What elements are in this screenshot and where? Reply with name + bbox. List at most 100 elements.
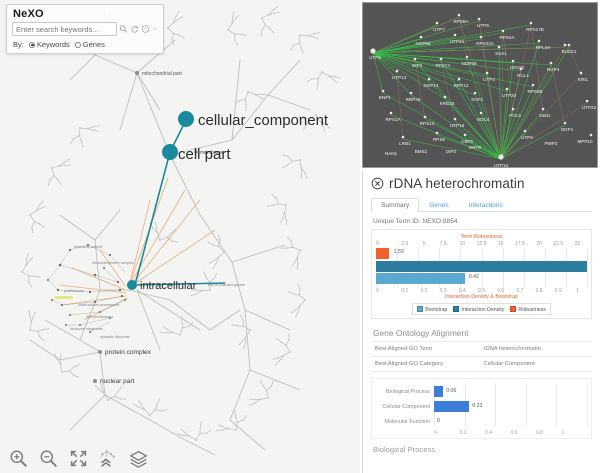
gene-label[interactable]: RPS6: [433, 137, 445, 142]
tree-node-intracellular[interactable]: [127, 280, 137, 290]
tree-node-mitochondrial-part[interactable]: [134, 70, 140, 76]
go-bar-track: 0: [434, 415, 587, 428]
gene-label[interactable]: DIM1: [540, 113, 551, 118]
zoom-in-icon[interactable]: [9, 449, 28, 468]
gene-label[interactable]: NOC4: [477, 117, 490, 122]
search-input[interactable]: [12, 22, 117, 36]
fit-to-screen-icon[interactable]: [69, 449, 88, 468]
gene-label[interactable]: NAN1: [385, 151, 398, 156]
chart-top-axis: 0 2.5 5 7.5 10 12.5 15 17.5 20 22.5 25: [376, 241, 587, 247]
gene-label[interactable]: RPS22A: [476, 41, 495, 46]
axis-tick: 0.7: [516, 288, 524, 294]
tab-bar[interactable]: Summary Genes Interactions: [371, 197, 592, 212]
gene-label[interactable]: DIP2: [446, 149, 457, 154]
gene-network-canvas[interactable]: UTP9 UTP7 RPS8A UTP6 NOP56 UTP21 RPS22A …: [363, 3, 598, 168]
gene-label[interactable]: NOP14: [423, 83, 439, 88]
gene-label[interactable]: UTP22: [582, 105, 597, 110]
go-bar-value: 0.23: [472, 403, 483, 409]
gene-label[interactable]: RPS9B: [527, 89, 542, 94]
gene-label[interactable]: IMP3: [412, 63, 423, 68]
search-panel[interactable]: NeXO ? By: Keywords: [6, 4, 164, 54]
gene-label[interactable]: KRI1: [578, 77, 589, 82]
gene-label[interactable]: NOP58: [461, 61, 477, 66]
gene-label[interactable]: RPL4A: [536, 45, 551, 50]
bar-interaction-density: [376, 260, 587, 272]
gene-label[interactable]: KRE33: [440, 101, 455, 106]
gene-label[interactable]: UTP20: [502, 93, 517, 98]
gene-label[interactable]: RPS1A: [385, 117, 401, 122]
gene-label[interactable]: RPS13: [420, 121, 435, 126]
gene-label[interactable]: UTP7: [433, 27, 445, 32]
gene-label[interactable]: BUD21: [562, 49, 577, 54]
gene-label[interactable]: NOP4: [547, 67, 560, 72]
gene-label[interactable]: LRB1: [399, 141, 411, 146]
gene-label-hub[interactable]: UTP10: [494, 163, 509, 168]
tab-interactions[interactable]: Interactions: [468, 202, 503, 209]
tree-node-cellular-component[interactable]: [178, 111, 194, 127]
layers-icon[interactable]: [129, 449, 148, 468]
robustness-chart: Term Robustness 0 2.5 5 7.5 10 12.5 15 17.5 20 22…: [371, 229, 592, 319]
cluster-label: site of polarized growth: [208, 283, 245, 287]
gene-label[interactable]: UTP5: [521, 135, 533, 140]
search-icon[interactable]: [119, 23, 128, 35]
help-icon[interactable]: ?: [141, 23, 150, 35]
gene-label[interactable]: NOP1: [561, 127, 574, 132]
gene-label[interactable]: RRP9: [469, 145, 482, 150]
row-value: rDNA heterochromatin: [483, 346, 541, 352]
chart-legend: Bootstrap Interaction Density Robustness: [412, 303, 551, 315]
ontology-tree-panel[interactable]: ribosomal subunit ribonucleoprotein comp…: [0, 0, 360, 473]
gene-label[interactable]: RRP12: [454, 83, 469, 88]
gene-label[interactable]: BMS1: [415, 149, 428, 154]
ontology-tree-canvas[interactable]: ribosomal subunit ribonucleoprotein comp…: [0, 0, 360, 473]
gene-label[interactable]: RPS8A: [453, 19, 469, 24]
gene-label[interactable]: SSA1: [495, 51, 507, 56]
bar-robustness: 1.59: [376, 248, 587, 259]
gene-label[interactable]: UTP9: [369, 55, 381, 60]
axis-tick: 20: [536, 241, 542, 247]
gene-label[interactable]: RPS7A: [435, 63, 451, 68]
gene-label[interactable]: POL5: [509, 113, 521, 118]
gene-label[interactable]: HSC82: [510, 65, 525, 70]
gene-label[interactable]: RRP45: [406, 97, 421, 102]
cluster-label: ribonucleoprotein complex: [92, 261, 134, 265]
axis-tick: 5: [422, 241, 426, 247]
tree-node-cell-part[interactable]: [162, 144, 178, 160]
tree-node-nuclear-part[interactable]: [93, 379, 97, 383]
axis-tick: 0.5: [478, 288, 485, 294]
gene-label[interactable]: UTP13: [392, 75, 407, 80]
gene-label[interactable]: UTP4: [483, 77, 495, 82]
radio-keywords[interactable]: [28, 41, 35, 48]
collapse-network-icon[interactable]: [99, 449, 118, 468]
zoom-out-icon[interactable]: [39, 449, 58, 468]
go-category-chart: Biological Process 0.06 Cellular Component…: [371, 378, 592, 439]
tree-label-protein-complex: protein complex: [105, 349, 152, 356]
tab-summary[interactable]: Summary: [371, 198, 420, 212]
axis-tick: 0.4: [485, 430, 492, 436]
radio-label-keywords[interactable]: Keywords: [36, 40, 70, 49]
radio-label-genes[interactable]: Genes: [82, 40, 105, 49]
refresh-icon[interactable]: [130, 23, 139, 35]
gene-label[interactable]: RCL1: [517, 73, 529, 78]
gene-label[interactable]: UTP21: [450, 39, 465, 44]
gene-label-group: UTP9 UTP7 RPS8A UTP6 NOP56 UTP21 RPS22A …: [369, 19, 597, 168]
gene-label[interactable]: NOP56: [415, 41, 431, 46]
close-circle-icon[interactable]: [371, 177, 384, 190]
gene-label[interactable]: RPS17B: [526, 27, 544, 32]
view-toolbar[interactable]: [0, 443, 360, 473]
gene-label[interactable]: SOF1: [471, 97, 483, 102]
tree-node-membrane[interactable]: [194, 150, 198, 154]
collapse-icon[interactable]: [152, 23, 158, 35]
gene-label[interactable]: PWP2: [544, 141, 557, 146]
gene-label[interactable]: CBF5: [461, 139, 473, 144]
gene-label[interactable]: UTP18: [450, 123, 465, 128]
cluster-label: small subunit processome: [78, 303, 120, 307]
gene-label[interactable]: MPP10: [577, 139, 593, 144]
axis-tick: 2.5: [401, 241, 409, 247]
gene-network-panel[interactable]: UTP9 UTP7 RPS8A UTP6 NOP56 UTP21 RPS22A …: [362, 2, 598, 168]
gene-label[interactable]: RPS4A: [499, 35, 515, 40]
tree-node-protein-complex[interactable]: [98, 350, 102, 354]
gene-label[interactable]: UTP6: [477, 23, 489, 28]
gene-label[interactable]: ENP1: [379, 95, 391, 100]
tab-genes[interactable]: Genes: [429, 202, 449, 209]
radio-genes[interactable]: [74, 41, 81, 48]
